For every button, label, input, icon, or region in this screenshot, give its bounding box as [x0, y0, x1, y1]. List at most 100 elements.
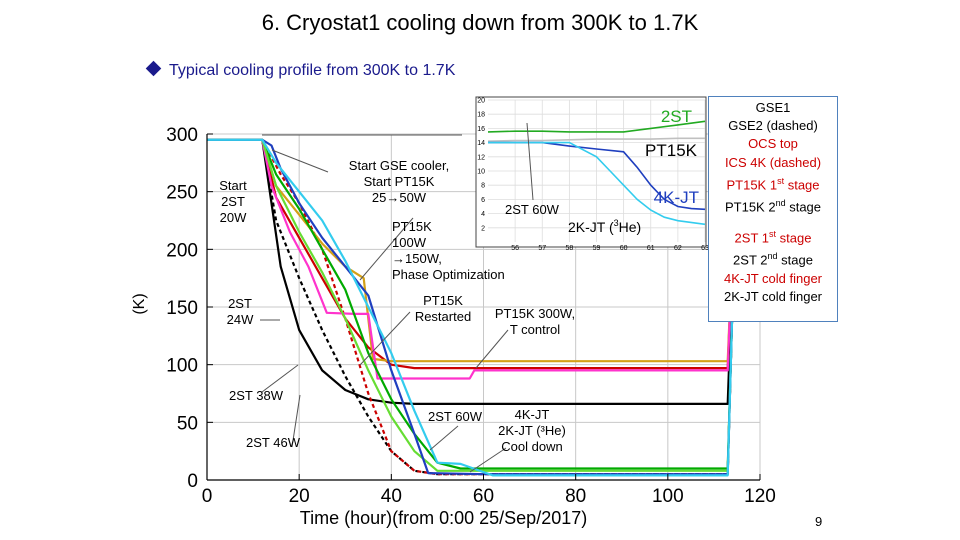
annotation-leader: [429, 425, 459, 451]
slide-title: 6. Cryostat1 cooling down from 300K to 1…: [261, 10, 699, 35]
series-line: [207, 138, 739, 476]
annotation-leader: [271, 149, 329, 173]
series-line: [207, 138, 739, 380]
x-tick-label: 80: [565, 486, 586, 507]
y-axis-title: (K): [131, 293, 148, 314]
inset-x-tick-label: 58: [565, 245, 573, 252]
inset-chart: 2 4 6 8 10 12 14 16 18 20 56 57 58 59 60 61 62 63 2ST PT15K…: [475, 96, 709, 252]
legend-item: 2ST 1st stage: [734, 228, 812, 246]
legend-item: 2K-JT cold finger: [723, 289, 823, 305]
inset-y-tick-label: 18: [477, 112, 485, 119]
annotation-leader: [291, 394, 301, 448]
series-line: [207, 138, 739, 470]
legend-item: ICS 4K (dashed): [724, 154, 822, 170]
annotation-line: Phase Optimization: [392, 267, 505, 282]
annotation-2st-24w: 2ST 24W: [227, 296, 254, 327]
inset-x-tick-label: 63: [701, 245, 709, 252]
annotation-line: 2ST 38W: [229, 388, 284, 403]
legend-item: 4K-JT cold finger: [723, 270, 823, 286]
annotation-line: 4K-JT: [515, 407, 550, 422]
inset-label-2kjt: 2K-JT (3He): [568, 218, 641, 235]
x-tick-label: 60: [473, 486, 494, 507]
main-axes: 0 20 40 60 80 100 120 0 50 100 150 200 250 300 Time (h…: [131, 125, 776, 528]
annotation-line: PT15K: [423, 293, 463, 308]
inset-label-2kjt-sup: 3: [614, 218, 619, 228]
inset-y-tick-label: 14: [477, 140, 485, 147]
series-line: [207, 138, 739, 477]
annotation-line: PT15K 300W,: [495, 306, 575, 321]
subtitle-text: Typical cooling profile from 300K to 1.7…: [169, 62, 456, 79]
inset-y-tick-label: 10: [477, 169, 485, 176]
annotation-leader: [261, 364, 299, 393]
legend-item: 2ST 2nd stage: [733, 251, 813, 268]
inset-leader: [526, 122, 534, 201]
inset-frame: [475, 96, 707, 248]
inset-x-tick-label: 60: [620, 245, 628, 252]
annotation-line: 2ST: [221, 194, 245, 209]
inset-series-line: [487, 120, 706, 133]
y-tick-label: 250: [166, 183, 198, 204]
annotation-line: 24W: [227, 312, 254, 327]
annotation-leader: [359, 217, 414, 281]
annotation-2st-46w: 2ST 46W: [246, 435, 301, 450]
annotation-line: Start PT15K: [364, 174, 435, 189]
y-tick-label: 300: [166, 125, 198, 146]
inset-label-2st60w: 2ST 60W: [505, 202, 560, 217]
annotation-line: 100W: [392, 235, 427, 250]
annotation-line: 2ST 46W: [246, 435, 301, 450]
x-axis-title: Time (hour)(from 0:00 25/Sep/2017): [300, 508, 587, 528]
annotation-leaders: [260, 134, 509, 473]
series-line: [207, 138, 739, 472]
inset-y-tick-label: 20: [477, 98, 485, 105]
inset-label-pt15k: PT15K: [645, 141, 698, 160]
legend-item: PT15K 1st stage: [726, 175, 820, 193]
inset-y-tick-label: 12: [477, 154, 485, 161]
y-tick-label: 150: [166, 298, 198, 319]
inset-label-2kjt-suffix: He): [619, 219, 642, 235]
x-tick-label: 120: [744, 486, 776, 507]
inset-x-tick-label: 62: [674, 245, 682, 252]
inset-label-4kjt: 4K-JT: [654, 188, 699, 207]
annotation-line: 20W: [220, 210, 247, 225]
annotation-2st-60w: 2ST 60W: [428, 409, 483, 424]
series-line: [207, 138, 739, 363]
annotation-leader: [359, 311, 411, 366]
annotation-line: Start GSE cooler,: [349, 158, 449, 173]
legend-bottom-group: 2ST 1st stage 2ST 2nd stage 4K-JT cold fin…: [709, 225, 837, 306]
inset-y-tick-label: 2: [481, 225, 485, 232]
annotation-2st-38w: 2ST 38W: [229, 388, 284, 403]
annotation-line: Cool down: [501, 439, 562, 454]
x-tick-label: 20: [289, 486, 310, 507]
inset-series-line: [487, 137, 705, 142]
page-number: 9: [815, 514, 823, 529]
inset-y-tick-label: 16: [477, 126, 485, 133]
annotation-line: Restarted: [415, 309, 471, 324]
legend-item: GSE1: [755, 100, 791, 115]
annotation-line: PT15K: [392, 219, 432, 234]
annotation-start-2st-20w: Start 2ST 20W: [219, 178, 247, 225]
legend-box: GSE1 GSE2 (dashed) OCS top ICS 4K (dashed) P…: [708, 96, 838, 322]
inset-y-tick-label: 6: [481, 197, 485, 204]
annotation-line: 25→50W: [372, 190, 427, 205]
main-series: [207, 138, 739, 477]
x-tick-label: 40: [381, 486, 402, 507]
annotation-4kjt-2kjt-cooldown: 4K-JT 2K-JT (³He) Cool down: [498, 407, 566, 454]
annotation-line: 2ST: [228, 296, 252, 311]
inset-x-tick-label: 57: [538, 245, 546, 252]
annotation-leader: [475, 329, 509, 369]
inset-x-tick-label: 56: [511, 245, 519, 252]
annotation-start-gse-cooler: Start GSE cooler, Start PT15K 25→50W: [349, 158, 449, 205]
y-tick-label: 0: [187, 471, 198, 492]
annotation-pt15k-100w: PT15K 100W →150W, Phase Optimization: [392, 219, 505, 282]
legend-top-group: GSE1 GSE2 (dashed) OCS top ICS 4K (dashed) P…: [709, 99, 837, 217]
legend-item: GSE2 (dashed): [728, 118, 818, 134]
inset-x-tick-label: 59: [593, 245, 601, 252]
y-tick-label: 50: [177, 413, 198, 434]
annotation-line: Start: [219, 178, 247, 193]
annotation-pt15k-300w: PT15K 300W, T control: [495, 306, 575, 337]
inset-y-tick-label: 8: [481, 183, 485, 190]
inset-label-2st: 2ST: [661, 107, 692, 126]
x-tick-label: 100: [652, 486, 684, 507]
